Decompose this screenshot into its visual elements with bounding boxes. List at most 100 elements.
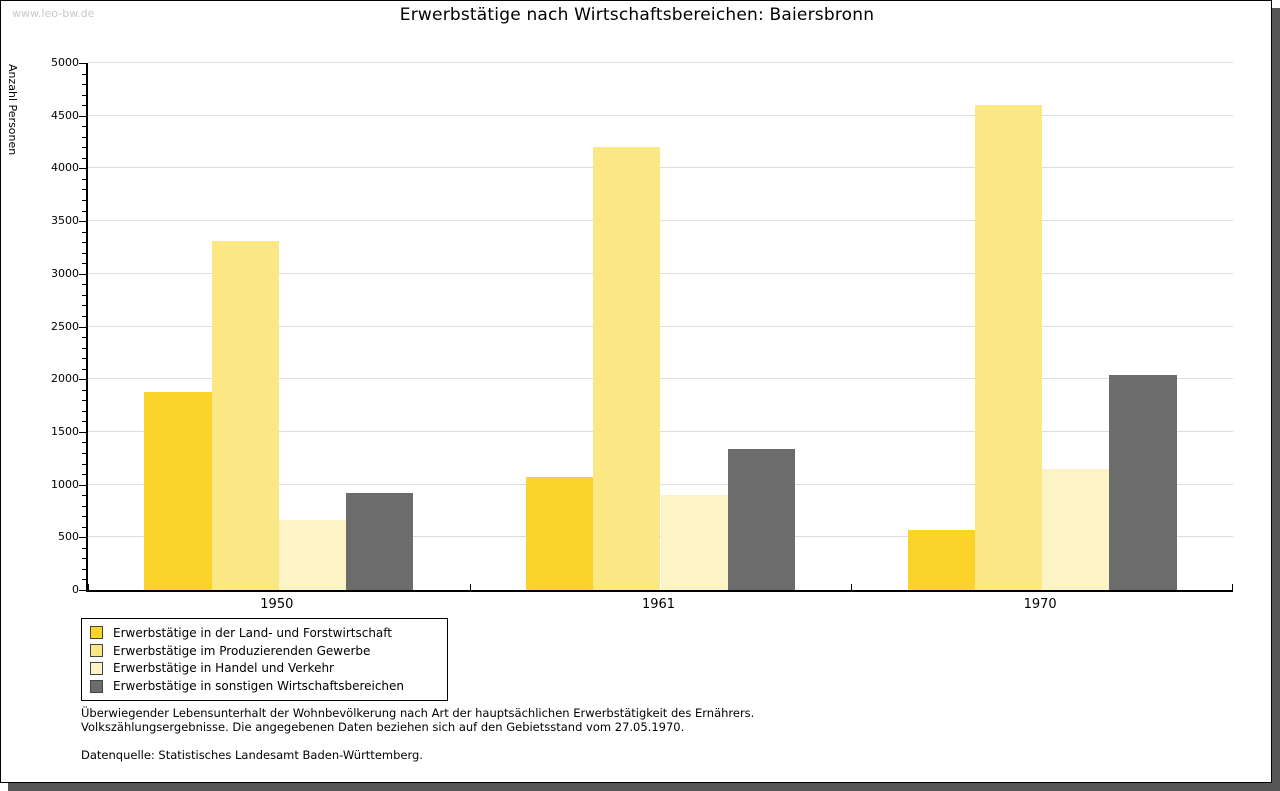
legend-item-2: Erwerbstätige im Produzierenden Gewerbe: [90, 642, 439, 660]
gridline-y-3000: [88, 272, 1233, 274]
gridline-y-1000: [88, 483, 1233, 485]
legend: Erwerbstätige in der Land- und Forstwirt…: [81, 618, 448, 701]
y-major-tick-4000: [79, 168, 86, 170]
y-tick-label-0: 0: [72, 583, 79, 596]
y-minor-tick-3100: [82, 263, 86, 265]
bar-1970-series-3: [1042, 468, 1110, 590]
legend-item-1: Erwerbstätige in der Land- und Forstwirt…: [90, 624, 439, 642]
y-minor-tick-800: [82, 505, 86, 507]
y-minor-tick-3700: [82, 200, 86, 202]
gridline-y-4500: [88, 114, 1233, 116]
y-major-tick-1000: [79, 484, 86, 486]
legend-swatch-1: [90, 626, 103, 640]
gridline-y-2500: [88, 325, 1233, 327]
y-minor-tick-3400: [82, 231, 86, 233]
y-tick-label-3500: 3500: [51, 214, 79, 228]
y-minor-tick-400: [82, 547, 86, 549]
x-boundary-tick-0: [88, 584, 89, 590]
y-minor-tick-600: [82, 526, 86, 528]
y-minor-tick-2800: [82, 294, 86, 296]
y-minor-tick-1700: [82, 410, 86, 412]
y-major-tick-3000: [79, 273, 86, 275]
y-tick-label-500: 500: [58, 530, 79, 544]
y-major-tick-3500: [79, 221, 86, 223]
y-minor-tick-300: [82, 558, 86, 560]
legend-label-1: Erwerbstätige in der Land- und Forstwirt…: [113, 625, 392, 640]
y-minor-tick-1400: [82, 442, 86, 444]
y-minor-tick-100: [82, 579, 86, 581]
legend-label-2: Erwerbstätige im Produzierenden Gewerbe: [113, 643, 371, 658]
footer-notes: Überwiegender Lebensunterhalt der Wohnbe…: [81, 706, 754, 762]
footer-line-2: Volkszählungsergebnisse. Die angegebenen…: [81, 720, 685, 734]
bar-1950-series-2: [211, 241, 279, 590]
y-minor-tick-4800: [82, 84, 86, 86]
bar-1961-series-4: [727, 448, 796, 590]
y-minor-tick-4600: [82, 105, 86, 107]
y-minor-tick-3600: [82, 210, 86, 212]
y-minor-tick-1900: [82, 389, 86, 391]
y-minor-tick-3300: [82, 242, 86, 244]
y-minor-tick-2600: [82, 315, 86, 317]
data-source: Datenquelle: Statistisches Landesamt Bad…: [81, 748, 423, 762]
y-tick-label-2000: 2000: [51, 372, 79, 386]
y-tick-label-3000: 3000: [51, 266, 79, 280]
y-major-tick-2000: [79, 379, 86, 381]
legend-item-3: Erwerbstätige in Handel und Verkehr: [90, 660, 439, 678]
y-minor-tick-200: [82, 568, 86, 570]
y-minor-tick-3200: [82, 252, 86, 254]
bar-1961-series-2: [593, 147, 661, 590]
legend-item-4: Erwerbstätige in sonstigen Wirtschaftsbe…: [90, 677, 439, 695]
x-tick-label-1950: 1950: [260, 597, 294, 612]
footer-line-1: Überwiegender Lebensunterhalt der Wohnbe…: [81, 706, 755, 720]
y-tick-label-4500: 4500: [51, 108, 79, 122]
x-boundary-tick-3: [1232, 584, 1233, 590]
y-minor-tick-4200: [82, 147, 86, 149]
y-minor-tick-900: [82, 495, 86, 497]
y-minor-tick-1200: [82, 463, 86, 465]
y-tick-label-1500: 1500: [51, 424, 79, 438]
watermark: www.leo-bw.de: [12, 7, 95, 20]
bar-1970-series-2: [974, 105, 1043, 590]
y-minor-tick-700: [82, 516, 86, 518]
bar-1950-series-3: [278, 520, 347, 590]
y-major-tick-2500: [79, 326, 86, 328]
y-tick-label-5000: 5000: [51, 56, 79, 69]
y-minor-tick-2100: [82, 368, 86, 370]
y-minor-tick-2400: [82, 337, 86, 339]
y-minor-tick-2700: [82, 305, 86, 307]
bar-1950-series-4: [346, 493, 414, 590]
y-minor-tick-4900: [82, 73, 86, 75]
bar-1970-series-4: [1109, 374, 1177, 590]
bar-1961-series-3: [660, 495, 728, 590]
bar-1950-series-1: [144, 391, 212, 590]
y-major-tick-0: [79, 590, 86, 591]
legend-label-3: Erwerbstätige in Handel und Verkehr: [113, 661, 334, 676]
y-minor-tick-1100: [82, 474, 86, 476]
gridline-y-1500: [88, 430, 1233, 432]
y-minor-tick-2900: [82, 284, 86, 286]
legend-swatch-2: [90, 644, 103, 658]
y-minor-tick-1600: [82, 421, 86, 423]
y-minor-tick-1800: [82, 400, 86, 402]
y-tick-label-2500: 2500: [51, 319, 79, 333]
y-minor-tick-4400: [82, 126, 86, 128]
y-major-tick-5000: [79, 63, 86, 64]
y-major-tick-500: [79, 537, 86, 539]
y-minor-tick-4700: [82, 94, 86, 96]
legend-swatch-4: [90, 679, 103, 693]
legend-label-4: Erwerbstätige in sonstigen Wirtschaftsbe…: [113, 679, 405, 694]
gridline-y-5000: [88, 62, 1233, 63]
y-minor-tick-2200: [82, 358, 86, 360]
y-tick-label-1000: 1000: [51, 477, 79, 491]
y-minor-tick-3800: [82, 189, 86, 191]
plot-area: [79, 62, 1233, 592]
y-major-tick-1500: [79, 431, 86, 433]
y-minor-tick-4300: [82, 136, 86, 138]
x-tick-label-1961: 1961: [641, 597, 676, 612]
gridline-y-3500: [88, 220, 1233, 222]
y-minor-tick-1300: [82, 452, 86, 454]
gridline-y-2000: [88, 378, 1233, 380]
y-axis-title: Anzahl Personen: [6, 64, 19, 156]
